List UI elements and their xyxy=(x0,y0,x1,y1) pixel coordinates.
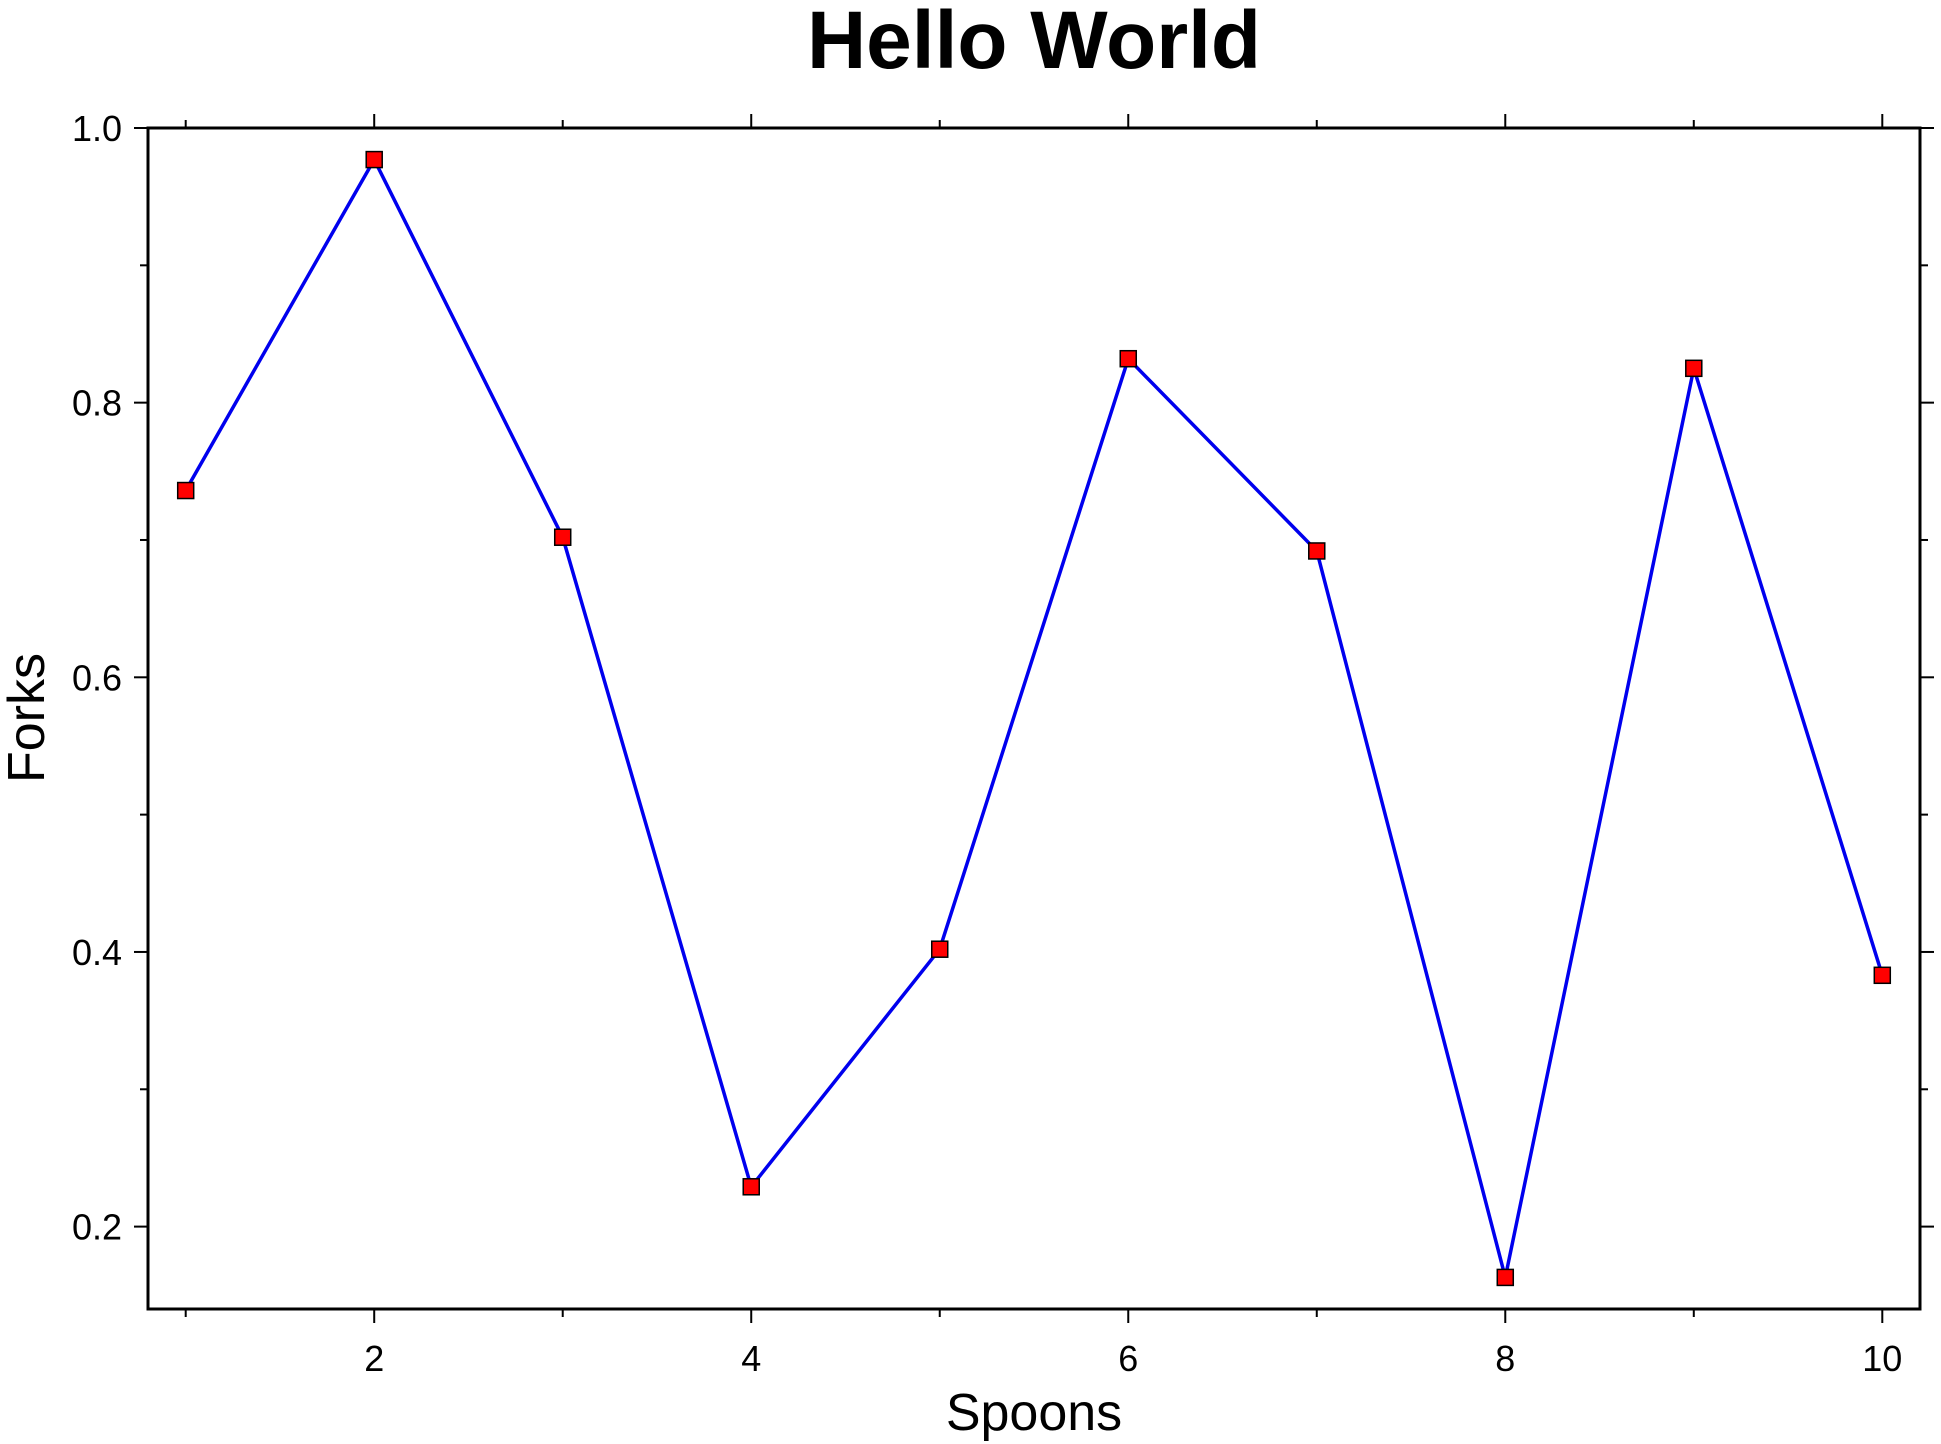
x-tick-label: 4 xyxy=(741,1338,761,1379)
data-point-marker xyxy=(1119,349,1138,368)
y-tick-label: 0.2 xyxy=(72,1207,122,1248)
y-tick-label: 0.8 xyxy=(72,383,122,424)
x-tick-label: 10 xyxy=(1862,1338,1902,1379)
y-tick-label: 0.6 xyxy=(72,657,122,698)
data-point-marker xyxy=(742,1178,760,1196)
data-point-marker xyxy=(1685,359,1703,378)
series-line xyxy=(184,155,1884,1278)
x-tick-label: 2 xyxy=(364,1338,384,1379)
chart-title: Hello World xyxy=(807,0,1261,86)
y-tick-label: 1.0 xyxy=(72,108,122,149)
data-point-marker xyxy=(1308,542,1326,560)
data-point-marker xyxy=(176,481,195,500)
data-point-marker xyxy=(930,940,949,958)
series-layer xyxy=(176,150,1892,1287)
data-point-marker xyxy=(1873,966,1892,985)
axis-ticks xyxy=(134,114,1934,1323)
y-tick-label: 0.4 xyxy=(72,932,122,973)
data-point-marker xyxy=(1496,1268,1515,1287)
x-tick-label: 6 xyxy=(1118,1338,1138,1379)
x-tick-label: 8 xyxy=(1495,1338,1515,1379)
y-axis-label: Forks xyxy=(0,653,56,783)
data-point-marker xyxy=(553,528,572,546)
axis-tick-labels: 2 4 6 8 10 0.2 0.4 0.6 0.8 1.0 xyxy=(72,108,1902,1379)
x-axis-label: Spoons xyxy=(946,1384,1122,1442)
plot-frame xyxy=(146,126,1922,1311)
data-point-marker xyxy=(365,150,383,169)
